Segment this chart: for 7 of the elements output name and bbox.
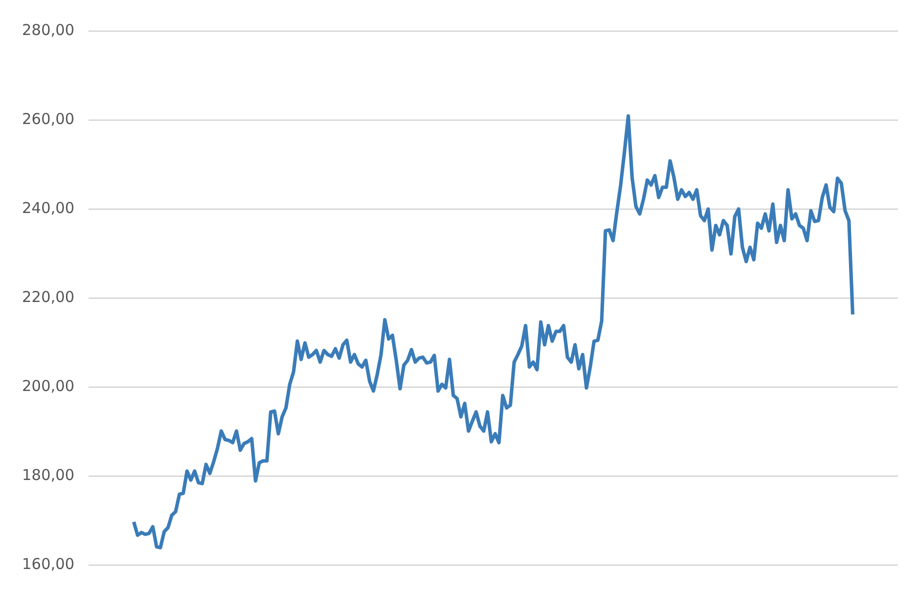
y-tick-label: 220,00 [22,288,74,306]
y-tick-label: 180,00 [22,466,74,484]
y-tick-label: 200,00 [22,376,74,395]
y-tick-label: 160,00 [22,554,74,573]
y-tick-label: 240,00 [22,198,74,217]
y-tick-label: 260,00 [22,110,74,128]
y-tick-label: 280,00 [22,20,74,39]
